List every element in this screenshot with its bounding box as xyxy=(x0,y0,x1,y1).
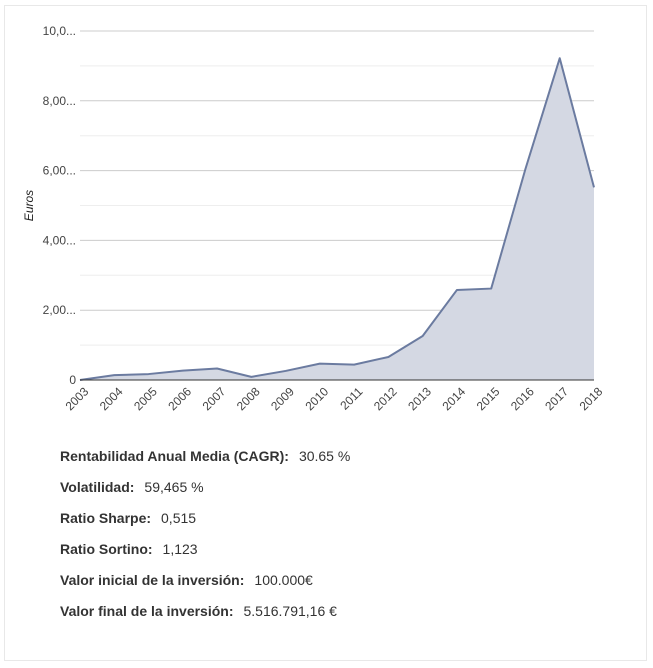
series-area xyxy=(80,58,594,381)
y-tick-label: 10,0... xyxy=(43,24,76,38)
stat-label: Ratio Sharpe: xyxy=(60,510,152,526)
x-tick-label: 2015 xyxy=(474,384,503,413)
y-axis-ticks: 0 2,00... 4,00... 6,00... 8,00... 10,0... xyxy=(43,24,77,387)
x-tick-label: 2008 xyxy=(234,384,263,413)
x-tick-label: 2013 xyxy=(405,384,434,413)
y-tick-label: 6,00... xyxy=(43,164,76,178)
y-axis-title: Euros xyxy=(22,190,36,221)
y-tick-label: 0 xyxy=(69,373,76,387)
stat-row: Ratio Sortino: 1,123 xyxy=(60,541,350,572)
stat-label: Ratio Sortino: xyxy=(60,541,153,557)
x-tick-label: 2006 xyxy=(165,384,194,413)
x-tick-label: 2011 xyxy=(337,384,365,412)
stat-row: Volatilidad: 59,465 % xyxy=(60,479,350,510)
stat-label: Valor inicial de la inversión: xyxy=(60,572,245,588)
x-tick-label: 2012 xyxy=(371,384,400,413)
y-tick-label: 4,00... xyxy=(43,233,76,247)
x-tick-label: 2016 xyxy=(508,384,537,413)
stat-row: Ratio Sharpe: 0,515 xyxy=(60,510,350,541)
stat-value: 100.000€ xyxy=(254,572,313,588)
y-tick-label: 2,00... xyxy=(43,303,76,317)
stat-value: 5.516.791,16 € xyxy=(243,603,337,619)
stat-value: 1,123 xyxy=(162,541,198,557)
stats-list: Rentabilidad Anual Media (CAGR): 30.65 %… xyxy=(60,448,350,634)
x-tick-label: 2005 xyxy=(131,384,160,413)
y-tick-label: 8,00... xyxy=(43,94,76,108)
stat-value: 0,515 xyxy=(161,510,197,526)
x-tick-label: 2018 xyxy=(577,384,606,413)
area-chart: 0 2,00... 4,00... 6,00... 8,00... 10,0... 200… xyxy=(22,24,606,413)
x-tick-label: 2007 xyxy=(200,384,229,413)
x-tick-label: 2017 xyxy=(542,384,571,413)
x-tick-label: 2014 xyxy=(439,384,468,413)
stat-row: Valor final de la inversión: 5.516.791,1… xyxy=(60,603,350,634)
x-tick-label: 2010 xyxy=(302,384,331,413)
stat-row: Rentabilidad Anual Media (CAGR): 30.65 % xyxy=(60,448,350,479)
x-tick-label: 2003 xyxy=(63,384,92,413)
stat-row: Valor inicial de la inversión: 100.000€ xyxy=(60,572,350,603)
stat-value: 59,465 % xyxy=(144,479,204,495)
x-tick-label: 2009 xyxy=(268,384,297,413)
series-line xyxy=(79,57,595,381)
stat-label: Valor final de la inversión: xyxy=(60,603,234,619)
stat-label: Rentabilidad Anual Media (CAGR): xyxy=(60,448,289,464)
stat-label: Volatilidad: xyxy=(60,479,135,495)
x-axis-ticks: 2003 2004 2005 2006 2007 2008 2009 2010 2011 2012… xyxy=(63,384,606,413)
x-tick-label: 2004 xyxy=(97,384,126,413)
stat-value: 30.65 % xyxy=(298,448,351,464)
